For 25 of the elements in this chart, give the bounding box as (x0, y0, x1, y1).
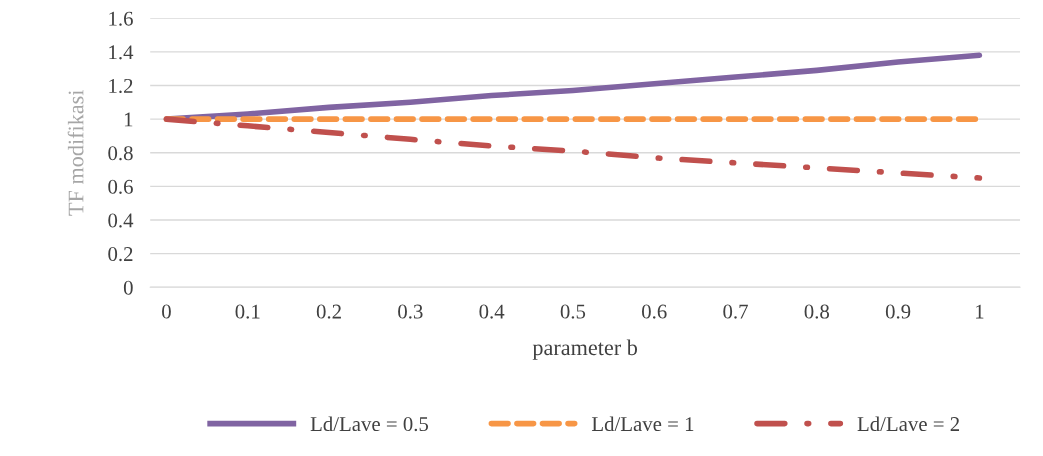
y-tick-label: 0.4 (108, 213, 134, 228)
x-tick-label: 1 (976, 304, 984, 319)
x-tick-label: 0.1 (235, 304, 260, 319)
x-tick-label: 0.4 (479, 304, 505, 319)
y-axis-title: TF modifikasi (67, 89, 84, 216)
x-tick-label: 0.7 (723, 304, 748, 319)
x-tick-label: 0.6 (642, 304, 667, 319)
legend-label: Ld/Lave = 0.5 (310, 416, 429, 432)
x-tick-label: 0.8 (804, 304, 830, 319)
x-tick-label: 0.9 (885, 304, 911, 319)
y-tick-label: 1.2 (109, 78, 133, 94)
legend-label: Ld/Lave = 2 (857, 416, 960, 432)
x-axis-title: parameter b (532, 339, 638, 360)
y-tick-label: 0.2 (108, 247, 133, 262)
y-tick-label: 1 (124, 112, 133, 127)
y-tick-label: 1.6 (109, 11, 133, 26)
x-tick-label: 0 (162, 304, 171, 319)
x-tick-label: 0.3 (398, 304, 423, 319)
x-tick-label: 0.5 (560, 304, 586, 319)
legend-label: Ld/Lave = 1 (591, 416, 694, 432)
x-tick-label: 0.2 (316, 304, 341, 319)
y-tick-label: 1.4 (109, 45, 134, 60)
y-tick-label: 0.6 (108, 179, 133, 194)
y-tick-label: 0.8 (108, 146, 133, 161)
y-tick-label: 0 (123, 280, 133, 295)
